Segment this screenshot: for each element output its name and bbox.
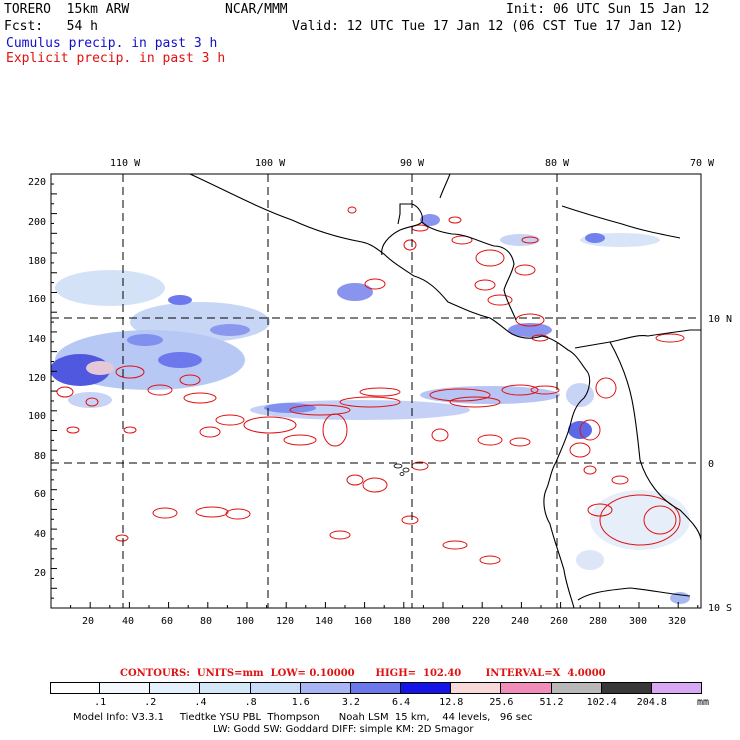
legend-label: 102.4 <box>586 697 617 708</box>
legend-label: 25.6 <box>489 697 514 708</box>
galapagos-islands <box>393 463 410 476</box>
x-tick-label: 20 <box>82 616 94 627</box>
y-tick-label: 80 <box>34 451 46 462</box>
legend-unit: mm <box>696 697 710 708</box>
legend-swatch <box>601 682 652 694</box>
init-time: Init: 06 UTC Sun 15 Jan 12 <box>506 2 710 17</box>
legend-swatch <box>300 682 351 694</box>
model-info-line1: Model Info: V3.3.1 Tiedtke YSU PBL Thomp… <box>73 712 533 723</box>
legend-swatch <box>100 682 151 694</box>
legend-swatch <box>451 682 502 694</box>
x-tick-label: 140 <box>315 616 333 627</box>
y-tick-label: 140 <box>28 334 46 345</box>
legend-swatch <box>150 682 201 694</box>
lat-label-0: 0 <box>708 459 714 470</box>
x-tick-label: 260 <box>550 616 568 627</box>
legend-label: .8 <box>244 697 257 708</box>
legend-label: 3.2 <box>341 697 360 708</box>
x-tick-label: 200 <box>432 616 450 627</box>
y-tick-label: 20 <box>34 568 46 579</box>
lon-label-110w: 110 W <box>110 158 141 169</box>
y-tick-label: 180 <box>28 256 46 267</box>
y-tick-label: 40 <box>34 529 46 540</box>
x-tick-label: 280 <box>589 616 607 627</box>
lat-label-10n: 10 N <box>708 314 732 325</box>
x-axis-ticks <box>50 602 699 608</box>
coastlines <box>189 174 701 608</box>
latlon-grid <box>51 174 701 608</box>
y-tick-label: 220 <box>28 177 46 188</box>
legend-label: .1 <box>94 697 107 708</box>
legend-swatch <box>250 682 301 694</box>
legend-label: 51.2 <box>539 697 564 708</box>
x-tick-label: 300 <box>629 616 647 627</box>
lon-label-80w: 80 W <box>545 158 570 169</box>
legend-swatch <box>551 682 602 694</box>
y-tick-label: 100 <box>28 411 46 422</box>
model-info-line2: LW: Godd SW: Goddard DIFF: simple KM: 2D… <box>213 724 474 735</box>
y-tick-label: 160 <box>28 294 46 305</box>
x-tick-label: 100 <box>236 616 254 627</box>
y-tick-label: 60 <box>34 489 46 500</box>
lat-label-10s: 10 S <box>708 603 732 614</box>
legend-label: 1.6 <box>291 697 310 708</box>
cumulus-precip-label: Cumulus precip. in past 3 h <box>6 36 218 51</box>
valid-time: Valid: 12 UTC Tue 17 Jan 12 (06 CST Tue … <box>292 19 684 34</box>
explicit-precip-label: Explicit precip. in past 3 h <box>6 51 226 66</box>
y-axis-ticks <box>51 183 57 609</box>
legend-label: 6.4 <box>392 697 411 708</box>
y-tick-label: 200 <box>28 217 46 228</box>
x-tick-label: 40 <box>122 616 134 627</box>
y-tick-label: 120 <box>28 373 46 384</box>
org-label: NCAR/MMM <box>225 2 288 17</box>
explicit-precip-contours <box>56 206 685 565</box>
lon-label-70w: 70 W <box>690 158 715 169</box>
x-tick-label: 180 <box>393 616 411 627</box>
legend-swatch <box>50 682 101 694</box>
legend-swatch <box>401 682 452 694</box>
x-tick-label: 320 <box>668 616 686 627</box>
lon-label-100w: 100 W <box>255 158 286 169</box>
lon-label-90w: 90 W <box>400 158 425 169</box>
x-tick-label: 220 <box>472 616 490 627</box>
model-title: TORERO 15km ARW <box>4 2 130 17</box>
legend-swatch <box>501 682 552 694</box>
forecast-hour: Fcst: 54 h <box>4 19 98 34</box>
x-tick-label: 160 <box>354 616 372 627</box>
legend-swatch <box>350 682 402 694</box>
x-tick-label: 60 <box>161 616 173 627</box>
legend-label: .2 <box>144 697 157 708</box>
x-tick-label: 120 <box>276 616 294 627</box>
legend-swatch <box>200 682 251 694</box>
cumulus-precip-field <box>51 214 690 604</box>
legend-label: 204.8 <box>636 697 667 708</box>
legend-swatch <box>651 682 702 694</box>
x-tick-label: 80 <box>200 616 212 627</box>
legend-label: 12.8 <box>439 697 464 708</box>
legend-label: .4 <box>194 697 207 708</box>
x-tick-label: 240 <box>511 616 529 627</box>
contour-info: CONTOURS: UNITS=mm LOW= 0.10000 HIGH= 10… <box>120 668 606 679</box>
